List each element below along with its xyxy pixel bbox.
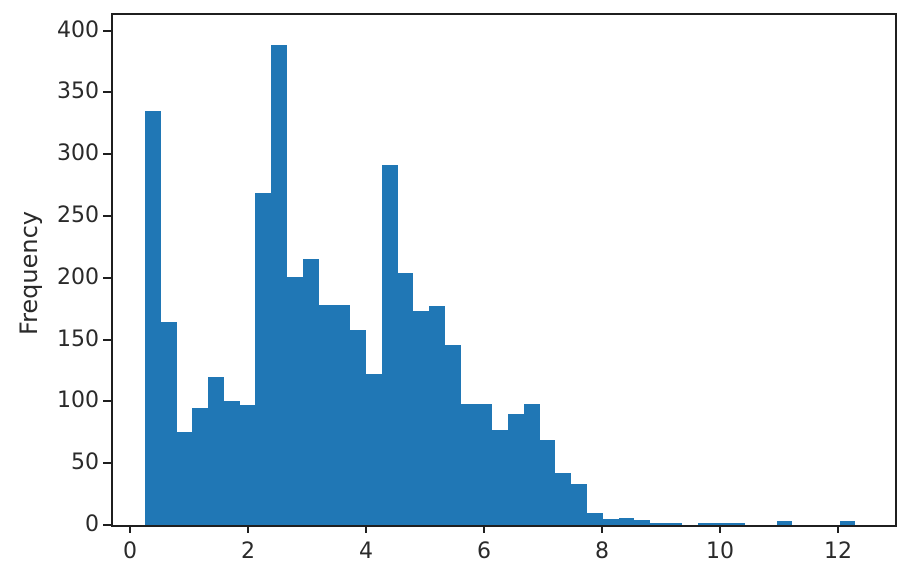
- x-tick-mark: [128, 525, 131, 533]
- x-tick-mark: [482, 525, 485, 533]
- y-tick-label: 100: [57, 388, 99, 414]
- histogram-bar: [239, 405, 256, 525]
- y-tick-label: 250: [57, 202, 99, 228]
- y-axis-title: Frequency: [15, 211, 43, 335]
- x-tick-mark: [364, 525, 367, 533]
- histogram-bar: [160, 322, 177, 525]
- y-tick-label: 150: [57, 326, 99, 352]
- histogram-bar: [413, 311, 430, 525]
- x-tick-label: 12: [824, 539, 852, 564]
- histogram-bar: [192, 407, 209, 525]
- histogram-bar: [492, 429, 509, 525]
- histogram-bar: [634, 520, 651, 525]
- x-tick-mark: [246, 525, 249, 533]
- histogram-bar: [571, 484, 588, 525]
- histogram-bar: [508, 413, 524, 525]
- histogram-bar: [666, 522, 682, 525]
- histogram-bar: [476, 403, 493, 525]
- histogram-bar: [650, 522, 666, 525]
- histogram-bar: [429, 306, 445, 525]
- y-tick-label: 300: [57, 141, 99, 167]
- x-tick-mark: [837, 525, 839, 533]
- histogram-bar: [366, 374, 382, 525]
- histogram-bar: [460, 403, 477, 525]
- x-tick-label: 10: [706, 539, 734, 564]
- histogram-bar: [539, 439, 556, 525]
- histogram-bar: [618, 517, 635, 525]
- y-tick-mark: [103, 29, 111, 32]
- histogram-bar: [334, 304, 351, 525]
- y-tick-label: 50: [71, 450, 99, 476]
- x-tick-mark: [719, 525, 721, 533]
- histogram-bar: [271, 45, 288, 525]
- y-tick-label: 200: [57, 264, 99, 290]
- y-tick-label: 0: [85, 512, 99, 537]
- histogram-bar: [397, 272, 414, 525]
- histogram-bar: [255, 192, 272, 525]
- y-tick-mark: [103, 91, 111, 94]
- histogram-bar: [602, 518, 619, 525]
- y-tick-label: 400: [57, 17, 99, 43]
- histogram-bar: [523, 403, 540, 525]
- histogram-bar: [208, 376, 224, 525]
- histogram-bar: [697, 522, 714, 525]
- x-tick-label: 8: [595, 539, 609, 564]
- y-tick-mark: [103, 462, 111, 465]
- histogram-bar: [318, 304, 335, 525]
- x-tick-label: 6: [476, 539, 491, 564]
- y-tick-mark: [103, 214, 111, 217]
- histogram-bar: [555, 473, 572, 525]
- y-tick-mark: [103, 276, 111, 279]
- histogram-bar: [176, 432, 193, 525]
- histogram-bar: [839, 521, 856, 525]
- x-tick-label: 2: [240, 539, 255, 564]
- histogram-bar: [587, 512, 603, 525]
- y-tick-mark: [103, 400, 111, 403]
- histogram-bar: [713, 522, 730, 525]
- histogram-bar: [223, 401, 240, 525]
- histogram-bar: [144, 110, 161, 525]
- histogram-bar: [381, 165, 398, 525]
- histogram-bar: [444, 344, 461, 525]
- histogram-bar: [350, 329, 366, 525]
- plot-area: 0 2 4 6 8 10 12 0 50 100 150 200 250 300 350 400: [57, 13, 897, 564]
- x-tick-label: 4: [358, 539, 373, 564]
- y-tick-mark: [103, 338, 111, 341]
- y-tick-label: 350: [57, 79, 99, 105]
- x-tick-mark: [601, 525, 603, 533]
- histogram-bar: [302, 259, 319, 525]
- x-tick-label: 0: [123, 539, 137, 564]
- y-tick-mark: [103, 153, 111, 156]
- histogram-bar: [776, 521, 793, 525]
- histogram-bar: [729, 522, 745, 525]
- y-tick-mark: [103, 524, 111, 526]
- histogram-bar: [287, 276, 303, 525]
